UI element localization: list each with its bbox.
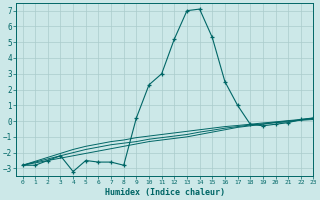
X-axis label: Humidex (Indice chaleur): Humidex (Indice chaleur) (105, 188, 225, 197)
